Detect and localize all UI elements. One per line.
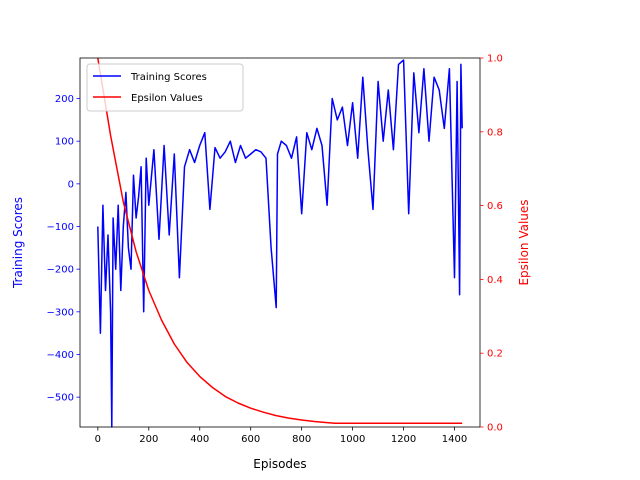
y-left-tick-label: −200 (47, 265, 74, 276)
series-line-epsilon-values (97, 57, 463, 425)
plot-background (80, 58, 480, 427)
x-tick-label: 800 (292, 434, 311, 445)
series-layer (97, 57, 463, 428)
y-left-axis-ticks: −500 −400 −300 −200 −100 0 100 200 (47, 94, 80, 404)
legend: Training Scores Epsilon Values (86, 63, 244, 112)
legend-box (86, 63, 244, 112)
y-left-tick-label: 0 (68, 179, 74, 190)
y-left-axis-label: Training Scores (11, 197, 25, 289)
x-tick-label: 1200 (391, 434, 416, 445)
y-left-tick-label: 100 (55, 137, 74, 148)
y-right-axis-ticks: 0.0 0.2 0.4 0.6 0.8 1.0 (480, 54, 503, 434)
x-tick-label: 1400 (442, 434, 467, 445)
y-left-tick-label: −500 (47, 393, 74, 404)
x-axis-label: Episodes (253, 457, 306, 471)
y-left-tick-label: −300 (47, 307, 74, 318)
x-axis-ticks: 0 200 400 600 800 1000 1200 1400 (95, 427, 467, 445)
y-right-tick-label: 0.2 (487, 349, 503, 360)
plot-frame (79, 57, 481, 428)
x-tick-label: 0 (95, 434, 101, 445)
x-tick-label: 600 (241, 434, 260, 445)
legend-label-epsilon-values: Epsilon Values (131, 93, 203, 104)
y-right-tick-label: 0.6 (487, 201, 503, 212)
x-tick-label: 1000 (340, 434, 365, 445)
y-right-tick-label: 0.4 (487, 275, 503, 286)
y-right-axis-label: Epsilon Values (517, 199, 531, 285)
x-tick-label: 200 (139, 434, 158, 445)
y-right-tick-label: 0.8 (487, 127, 503, 138)
y-left-tick-label: −100 (47, 222, 74, 233)
plot-area (79, 57, 481, 428)
y-left-tick-label: −400 (47, 350, 74, 361)
x-tick-label: 400 (190, 434, 209, 445)
legend-label-training-scores: Training Scores (130, 72, 207, 83)
y-right-tick-label: 1.0 (487, 54, 503, 65)
y-right-tick-label: 0.0 (487, 423, 503, 434)
y-left-tick-label: 200 (55, 94, 74, 105)
